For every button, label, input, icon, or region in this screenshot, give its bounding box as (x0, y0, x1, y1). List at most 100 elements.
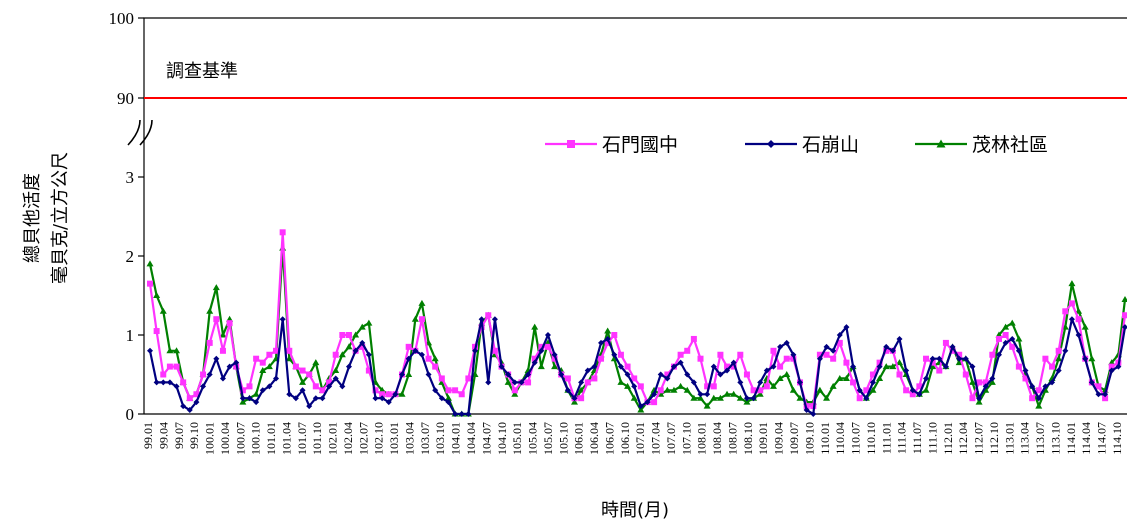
data-point (756, 390, 764, 397)
data-point (703, 402, 711, 409)
data-point (292, 395, 299, 402)
data-point (1102, 391, 1109, 398)
x-tick-label: 103.04 (402, 422, 416, 455)
data-point (976, 379, 983, 386)
data-point (226, 363, 233, 370)
data-point (326, 383, 333, 390)
data-point (186, 407, 193, 414)
data-point (312, 383, 319, 390)
data-point (418, 351, 425, 358)
data-point (219, 331, 227, 338)
data-point (219, 347, 226, 354)
y-ticks: 0 1 2 3 90 100 (109, 9, 144, 424)
data-point (604, 327, 612, 334)
data-point (266, 383, 273, 390)
data-point (624, 363, 631, 370)
x-tick-label: 114.07 (1095, 422, 1109, 455)
x-tick-label: 108.10 (741, 422, 755, 455)
data-point (233, 359, 240, 366)
data-point (584, 379, 591, 386)
data-point (796, 394, 804, 401)
data-point (863, 395, 870, 402)
data-point (1022, 367, 1029, 374)
data-point (392, 391, 399, 398)
data-point (882, 363, 890, 370)
data-point (684, 347, 691, 354)
data-point (299, 367, 306, 374)
data-point (405, 343, 412, 350)
data-point (438, 395, 445, 402)
data-point (432, 363, 439, 370)
data-point (1042, 355, 1049, 362)
data-point (717, 351, 724, 358)
data-point (929, 359, 936, 366)
data-point (949, 343, 956, 350)
data-point (365, 367, 372, 374)
x-tick-label: 101.07 (295, 422, 309, 455)
data-point (637, 403, 644, 410)
x-tick-label: 112.10 (987, 422, 1001, 455)
data-point (856, 387, 863, 394)
data-point (842, 374, 850, 381)
data-point (239, 395, 246, 402)
y-tick-label: 3 (126, 168, 135, 187)
legend-item: 茂林社區 (915, 134, 1048, 156)
data-point (1042, 383, 1049, 390)
data-point (724, 363, 731, 370)
data-point (783, 371, 791, 377)
data-point (896, 371, 903, 378)
data-point (942, 363, 949, 370)
data-point (816, 351, 823, 358)
data-point (624, 382, 632, 389)
data-point (452, 411, 459, 417)
x-tick-label: 109.10 (802, 422, 816, 455)
data-point (743, 398, 751, 405)
data-point (724, 367, 731, 374)
data-point (551, 363, 559, 370)
data-point (823, 394, 831, 401)
data-point (259, 387, 266, 394)
data-point (472, 347, 478, 354)
data-point (1029, 383, 1036, 390)
data-point (279, 316, 286, 323)
data-point (212, 284, 220, 291)
data-point (544, 343, 551, 350)
data-point (936, 367, 943, 374)
data-point (173, 363, 180, 370)
axis-break (127, 119, 153, 146)
data-point (531, 323, 539, 330)
legend: 石門國中 石崩山 茂林社區 (545, 134, 1048, 156)
data-point (399, 371, 406, 378)
data-point (299, 387, 306, 394)
x-tick-label: 100.07 (233, 422, 247, 455)
x-tick-label: 108.04 (710, 422, 724, 455)
data-point (803, 407, 810, 414)
x-tick-label: 108.07 (725, 422, 739, 455)
data-point (279, 229, 286, 236)
data-point (1008, 319, 1016, 326)
data-point (166, 363, 173, 370)
data-point (942, 339, 949, 346)
data-point (777, 363, 784, 370)
data-point (663, 386, 671, 393)
x-tick-label: 110.04 (833, 422, 847, 455)
data-point (491, 316, 498, 323)
data-point (259, 367, 267, 374)
data-point (1035, 387, 1042, 394)
data-point (266, 351, 273, 358)
x-tick-label: 113.07 (1033, 422, 1047, 455)
data-point (365, 351, 372, 358)
data-point (1029, 395, 1036, 402)
data-point (1015, 347, 1022, 354)
data-point (345, 363, 352, 370)
data-point (452, 387, 459, 394)
data-point (923, 375, 930, 382)
data-point (710, 363, 717, 370)
data-point (617, 378, 625, 385)
x-tick-label: 101.01 (264, 422, 278, 455)
data-point (1122, 312, 1127, 319)
data-point (147, 347, 153, 354)
data-point (405, 371, 413, 377)
data-point (843, 324, 850, 331)
